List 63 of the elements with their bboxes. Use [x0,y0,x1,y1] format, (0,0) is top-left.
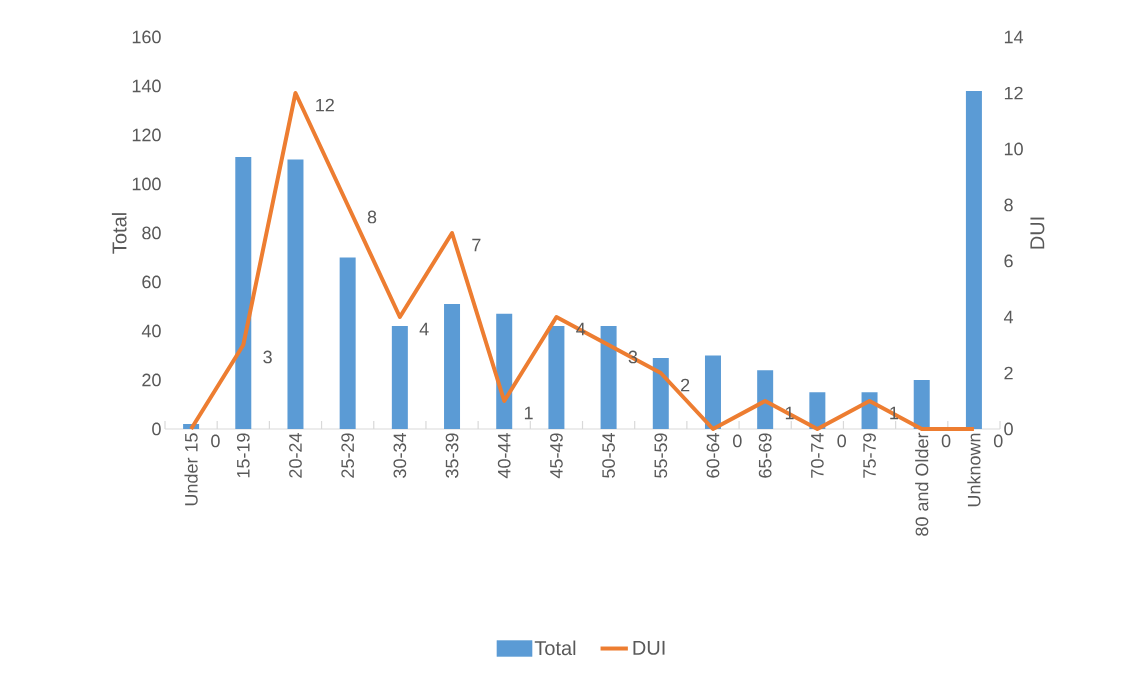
y-tick-label: 120 [132,128,161,142]
y-tick-label: 140 [132,79,161,93]
x-tick-label: 30-34 [393,433,407,478]
data-label: 2 [681,378,690,392]
y-tick-label: 40 [141,324,161,338]
y2-tick-label: 6 [1004,254,1013,268]
data-label: 0 [211,434,220,448]
bar [444,304,461,429]
y-axis-title: Total [111,213,127,254]
y2-axis-title: DUI [1030,217,1045,249]
y-tick-label: 0 [152,422,161,436]
y2-tick-label: 14 [1004,30,1024,44]
bar [391,326,408,429]
data-label: 1 [524,406,533,420]
legend-label: Total [534,640,576,656]
data-label: 0 [941,434,951,448]
bar [339,257,356,429]
y2-tick-label: 4 [1003,310,1014,324]
data-label: 0 [733,434,742,448]
x-tick-label: 60-64 [706,433,720,478]
x-tick-label: 75-79 [863,433,876,478]
x-tick-label: 25-29 [341,433,355,478]
x-tick-label: 45-49 [550,433,563,479]
y-tick-label: 80 [142,226,161,240]
x-tick-label: 70-74 [810,433,824,478]
y2-tick-label: 2 [1004,366,1013,380]
data-label: 0 [837,434,846,448]
x-tick-label: 20-24 [289,433,302,478]
bar [965,90,982,429]
line-series [189,91,976,431]
legend-label: DUI [633,640,665,655]
data-label: 3 [263,350,272,364]
y-tick-label: 160 [132,30,161,44]
x-tick-label: Under 15 [184,433,198,506]
y2-tick-label: 8 [1004,198,1013,212]
bar [548,326,565,429]
y-tick-label: 20 [142,373,161,387]
y2-tick-label: 10 [1004,142,1023,156]
y2-tick-label: 12 [1004,86,1023,100]
bar [704,355,721,429]
bar [600,326,617,429]
bar [496,313,513,429]
bar [757,370,774,429]
x-tick-label: Unknown [967,433,981,507]
x-tick-label: 35-39 [445,433,459,478]
y-tick-label: 60 [142,275,161,289]
data-label: 12 [316,98,334,112]
x-tick-label: 50-54 [602,433,615,478]
x-tick-label: 65-69 [758,433,772,478]
bar [913,380,930,429]
data-label: 8 [367,210,377,224]
data-label: 7 [472,238,481,252]
data-label: 4 [419,322,429,336]
x-tick-label: 80 and Older [915,432,929,536]
bar [235,157,252,429]
x-tick-label: 40-44 [497,433,511,479]
y-tick-label: 100 [132,177,161,191]
bar [287,159,304,429]
x-tick-label: 55-59 [654,433,668,478]
x-tick-label: 15-19 [236,433,250,478]
data-label: 0 [993,434,1003,448]
y2-tick-label: 0 [1004,422,1013,436]
bar [652,357,669,429]
